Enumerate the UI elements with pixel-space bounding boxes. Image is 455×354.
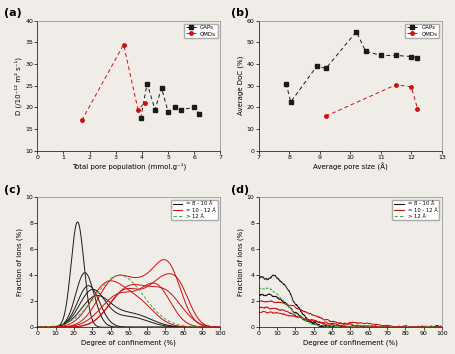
Y-axis label: D (/10⁻¹² m² s⁻¹): D (/10⁻¹² m² s⁻¹) xyxy=(15,57,22,115)
Legend: GAPs, QMDs: GAPs, QMDs xyxy=(183,24,217,38)
Text: (d): (d) xyxy=(231,185,249,195)
Text: (c): (c) xyxy=(4,185,21,195)
Text: (b): (b) xyxy=(231,8,249,18)
Legend: = 8 - 10 Å, = 10 - 12 Å, > 12 Å: = 8 - 10 Å, = 10 - 12 Å, > 12 Å xyxy=(392,200,438,220)
X-axis label: Degree of confinement (%): Degree of confinement (%) xyxy=(302,339,397,346)
X-axis label: Total pore population (mmol.g⁻¹): Total pore population (mmol.g⁻¹) xyxy=(71,163,186,170)
Y-axis label: Average DoC (%): Average DoC (%) xyxy=(237,56,243,115)
Y-axis label: Fraction of ions (%): Fraction of ions (%) xyxy=(16,228,22,296)
X-axis label: Degree of confinement (%): Degree of confinement (%) xyxy=(81,339,176,346)
X-axis label: Average pore size (Å): Average pore size (Å) xyxy=(312,163,387,171)
Text: (a): (a) xyxy=(4,8,22,18)
Y-axis label: Fraction of ions (%): Fraction of ions (%) xyxy=(237,228,243,296)
Legend: GAPs, QMDs: GAPs, QMDs xyxy=(404,24,438,38)
Legend: = 8 - 10 Å, = 10 - 12 Å, > 12 Å: = 8 - 10 Å, = 10 - 12 Å, > 12 Å xyxy=(171,200,217,220)
